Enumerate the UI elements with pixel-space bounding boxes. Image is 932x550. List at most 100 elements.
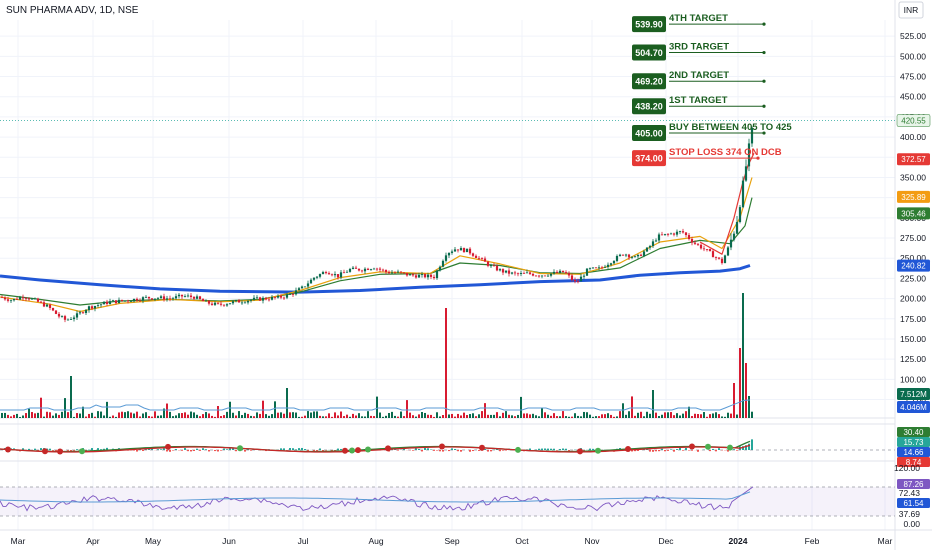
candle-body <box>486 261 490 266</box>
macd-histogram-bar <box>229 448 231 450</box>
candle-body <box>240 302 244 304</box>
rsi-axis-tick: 37.69 <box>899 509 921 519</box>
candle <box>624 253 628 258</box>
volume-pane: 7.512M 4.046M <box>0 293 930 418</box>
candle-body <box>717 257 721 259</box>
volume-bar <box>742 293 744 418</box>
candle <box>627 253 631 261</box>
candle-body <box>81 312 85 314</box>
volume-bar <box>544 412 546 418</box>
volume-bar <box>259 413 261 418</box>
candle-body <box>114 300 118 304</box>
macd-histogram-bar <box>73 450 75 451</box>
candle <box>195 294 199 300</box>
candle <box>246 300 250 305</box>
candle-body <box>153 298 157 300</box>
candle-body <box>561 270 565 273</box>
macd-cross-dot <box>515 446 521 453</box>
volume-bar <box>256 412 258 418</box>
candle-body <box>258 297 262 301</box>
candle <box>318 273 322 279</box>
macd-histogram-bar <box>691 450 693 451</box>
candle <box>330 273 334 277</box>
time-axis-tick: Mar <box>11 536 26 546</box>
candle-body <box>204 300 208 302</box>
volume-bar <box>616 416 618 418</box>
candle <box>468 247 472 256</box>
candle-body <box>102 301 106 305</box>
macd-cross-dot <box>727 444 733 451</box>
candle <box>339 269 343 280</box>
candle <box>405 272 409 277</box>
annotation-badge <box>632 150 666 167</box>
candle-body <box>612 260 616 264</box>
macd-histogram-bar <box>652 450 654 452</box>
volume-bar <box>649 413 651 418</box>
volume-bar <box>451 413 453 418</box>
candle <box>192 295 196 301</box>
candle-body <box>318 274 322 277</box>
candle-body <box>630 257 634 258</box>
annotation-badge <box>632 98 666 115</box>
volume-bar <box>514 416 516 418</box>
volume-bar <box>679 415 681 418</box>
candle <box>273 296 277 300</box>
candle-body <box>741 180 745 208</box>
price-axis-tick: 275.00 <box>900 233 926 243</box>
macd-tag: 8.74 <box>897 457 930 467</box>
candle-body <box>342 272 346 274</box>
candle-body <box>489 265 493 267</box>
candle <box>354 265 358 269</box>
candle-body <box>549 273 553 276</box>
volume-bar <box>334 412 336 418</box>
price-axis-tick: 100.00 <box>900 374 926 384</box>
candle-body <box>294 290 298 295</box>
candle-body <box>690 238 694 243</box>
volume-bar <box>157 415 159 418</box>
candle-body <box>432 276 436 279</box>
price-axis[interactable]: 525.00500.00475.00450.00425.00400.00375.… <box>896 31 931 405</box>
candle-body <box>228 303 232 305</box>
candle <box>489 263 493 269</box>
time-axis[interactable]: Mar Apr May Jun Jul Aug Sep Oct Nov Dec 2024 Feb Mar <box>11 536 893 546</box>
candle-body <box>585 268 589 276</box>
candle-body <box>660 234 664 236</box>
volume-bar <box>454 416 456 418</box>
volume-bar <box>373 416 375 418</box>
macd-histogram-bar <box>565 448 567 450</box>
candle <box>414 273 418 279</box>
candle-body <box>255 297 259 299</box>
volume-bar <box>214 416 216 418</box>
candle-body <box>603 266 607 268</box>
candle-body <box>426 274 430 278</box>
volume-bar <box>271 414 273 418</box>
candle <box>39 300 43 304</box>
volume-bar <box>58 414 60 418</box>
macd-histogram-bar <box>283 448 285 450</box>
candle <box>639 253 643 257</box>
candle <box>606 262 610 269</box>
currency-button[interactable]: INR <box>898 1 924 19</box>
macd-histogram-bar <box>589 448 591 450</box>
candle <box>138 298 142 302</box>
candle <box>261 296 265 304</box>
volume-bar <box>139 416 141 418</box>
candle <box>213 301 217 307</box>
candle <box>360 269 364 273</box>
macd-histogram-bar <box>631 450 633 452</box>
candle <box>609 262 613 267</box>
volume-bar <box>310 412 312 418</box>
candle <box>6 296 10 303</box>
candle <box>462 247 466 253</box>
volume-bar <box>223 415 225 418</box>
candle <box>429 273 433 280</box>
candle-body <box>75 313 79 318</box>
volume-bar <box>235 415 237 418</box>
candle-body <box>645 247 649 252</box>
volume-bar <box>205 412 207 418</box>
candle <box>699 243 703 250</box>
volume-bar <box>148 416 150 418</box>
candle <box>570 273 574 282</box>
volume-tag-label: 4.046M <box>900 403 927 412</box>
target-annotation: 504.70 3RD TARGET <box>632 42 766 61</box>
